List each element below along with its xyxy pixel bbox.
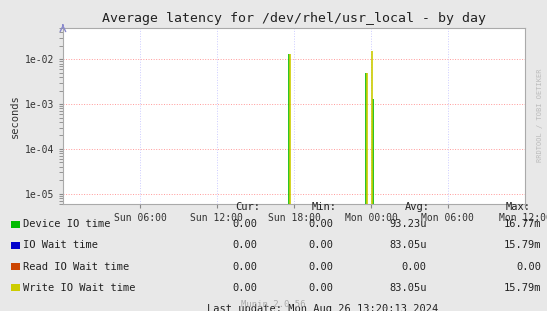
Text: 16.77m: 16.77m [504,219,542,229]
Text: 83.05u: 83.05u [389,240,427,250]
Text: 0.00: 0.00 [309,219,334,229]
Text: Avg:: Avg: [405,202,430,212]
Y-axis label: seconds: seconds [10,94,20,138]
Text: 0.00: 0.00 [232,240,257,250]
Text: 0.00: 0.00 [232,283,257,293]
Text: Read IO Wait time: Read IO Wait time [23,262,129,272]
Title: Average latency for /dev/rhel/usr_local - by day: Average latency for /dev/rhel/usr_local … [102,12,486,26]
Text: 15.79m: 15.79m [504,283,542,293]
Text: IO Wait time: IO Wait time [23,240,98,250]
Text: RRDTOOL / TOBI OETIKER: RRDTOOL / TOBI OETIKER [537,68,543,162]
Text: Min:: Min: [312,202,337,212]
Text: Last update: Mon Aug 26 13:20:13 2024: Last update: Mon Aug 26 13:20:13 2024 [207,304,438,311]
Text: Device IO time: Device IO time [23,219,110,229]
Text: 0.00: 0.00 [401,262,427,272]
Text: 0.00: 0.00 [309,262,334,272]
Text: 93.23u: 93.23u [389,219,427,229]
Text: 15.79m: 15.79m [504,240,542,250]
Text: 0.00: 0.00 [309,283,334,293]
Text: Write IO Wait time: Write IO Wait time [23,283,136,293]
Text: 83.05u: 83.05u [389,283,427,293]
Text: 0.00: 0.00 [232,262,257,272]
Text: 0.00: 0.00 [309,240,334,250]
Text: 0.00: 0.00 [516,262,542,272]
Text: Max:: Max: [506,202,531,212]
Text: 0.00: 0.00 [232,219,257,229]
Text: Cur:: Cur: [235,202,260,212]
Text: Munin 2.0.56: Munin 2.0.56 [241,299,306,309]
